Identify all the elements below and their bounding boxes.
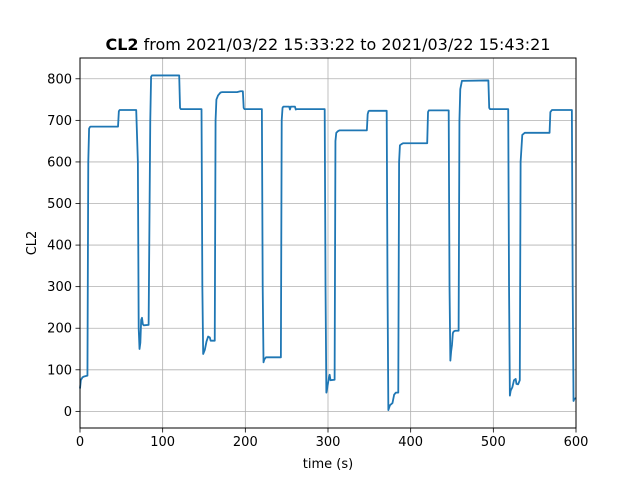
y-tick-label: 800 xyxy=(47,72,72,87)
y-tick-label: 600 xyxy=(47,155,72,170)
x-axis: 0 100 200 300 400 500 600 xyxy=(76,428,589,450)
y-tick-label: 700 xyxy=(47,114,72,129)
x-tick-label: 300 xyxy=(316,435,341,450)
chart-title-rest: from 2021/03/22 15:33:22 to 2021/03/22 1… xyxy=(139,35,551,54)
x-tick-label: 600 xyxy=(564,435,589,450)
x-tick-label: 0 xyxy=(76,435,84,450)
y-tick-label: 300 xyxy=(47,280,72,295)
y-tick-label: 0 xyxy=(64,405,72,420)
y-tick-label: 100 xyxy=(47,363,72,378)
x-axis-label: time (s) xyxy=(303,457,353,472)
y-axis-label: CL2 xyxy=(25,231,40,256)
x-tick-label: 100 xyxy=(150,435,175,450)
x-tick-label: 200 xyxy=(233,435,258,450)
series-line-0 xyxy=(79,74,577,412)
x-tick-label: 500 xyxy=(481,435,506,450)
y-tick-label: 400 xyxy=(47,239,72,254)
plot-line-group xyxy=(79,74,577,412)
y-tick-label: 500 xyxy=(47,197,72,212)
y-axis: 0 100 200 300 400 500 600 700 800 xyxy=(47,72,80,420)
y-tick-label: 200 xyxy=(47,322,72,337)
chart-title: CL2 from 2021/03/22 15:33:22 to 2021/03/… xyxy=(105,35,550,54)
grid xyxy=(79,58,577,428)
chart-title-bold: CL2 xyxy=(105,35,138,54)
x-tick-label: 400 xyxy=(398,435,423,450)
